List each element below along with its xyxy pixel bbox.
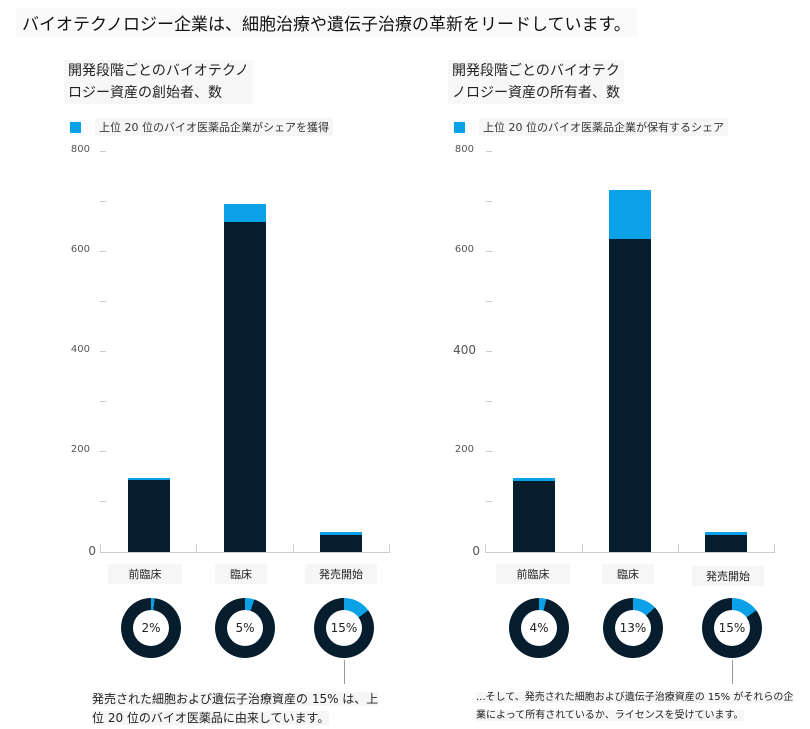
- category-label: 発売開始: [305, 564, 377, 584]
- legend-swatch-icon: [70, 121, 81, 133]
- y-tick-mark: [486, 451, 492, 452]
- y-tick-mark: [486, 251, 492, 252]
- donut-preclinical: 2%: [121, 598, 181, 658]
- donut-clinical: 5%: [215, 598, 275, 658]
- bar-clinical: [609, 190, 651, 552]
- page-title: バイオテクノロジー企業は、細胞治療や遺伝子治療の革新をリードしています。: [16, 8, 637, 37]
- y-tick-mark: [100, 351, 106, 352]
- y-tick-800: 800: [454, 144, 474, 155]
- x-axis-tick: [389, 544, 390, 552]
- y-tick-mark: [486, 201, 492, 202]
- right-legend: 上位 20 位のバイオ医薬品企業が保有するシェア: [454, 118, 728, 136]
- category-label: 臨床: [602, 564, 654, 584]
- donut-clinical: 13%: [603, 598, 663, 658]
- y-tick-mark: [100, 251, 106, 252]
- category-label: 前臨床: [496, 564, 570, 584]
- left-chart-title: 開発段階ごとのバイオテクノ ロジー資産の創始者、数: [64, 60, 254, 104]
- donut-preclinical: 4%: [509, 598, 569, 658]
- right-annotation: ...そして、発売された細胞および遺伝子治療資産の 15% がそれらの企 業によ…: [476, 692, 794, 721]
- x-axis-tick: [485, 544, 486, 552]
- x-axis: [485, 552, 775, 553]
- bar-clinical: [224, 204, 266, 552]
- y-tick-mark: [486, 401, 492, 402]
- y-tick-mark: [486, 151, 492, 152]
- y-tick-mark: [100, 401, 106, 402]
- y-tick-mark: [100, 501, 106, 502]
- bar-share-segment: [513, 478, 555, 481]
- bar-launched: [705, 532, 747, 552]
- bar-preclinical: [513, 478, 555, 552]
- bar-share-segment: [224, 204, 266, 222]
- y-tick-mark: [100, 201, 106, 202]
- x-axis-tick: [100, 544, 101, 552]
- y-tick-mark: [100, 151, 106, 152]
- y-tick-200: 200: [70, 444, 90, 455]
- category-label: 臨床: [215, 564, 267, 584]
- bar-share-segment: [320, 532, 362, 535]
- category-label: 発売開始: [692, 566, 764, 586]
- left-legend: 上位 20 位のバイオ医薬品企業がシェアを獲得: [70, 118, 333, 136]
- y-tick-0: 0: [88, 544, 96, 558]
- donut-launched: 15%: [702, 598, 762, 658]
- x-axis: [100, 552, 390, 553]
- bar-share-segment: [609, 190, 651, 239]
- x-axis-tick: [582, 544, 583, 552]
- y-tick-mark: [486, 351, 492, 352]
- y-tick-200: 200: [454, 444, 474, 455]
- y-tick-mark: [486, 501, 492, 502]
- leader-line: [344, 660, 345, 684]
- category-label: 前臨床: [108, 564, 182, 584]
- bar-share-segment: [705, 532, 747, 535]
- bar-launched: [320, 532, 362, 552]
- y-tick-mark: [100, 301, 106, 302]
- y-tick-600: 600: [70, 244, 90, 255]
- x-axis-tick: [774, 544, 775, 552]
- right-chart-title: 開発段階ごとのバイオテク ノロジー資産の所有者、数: [448, 60, 624, 104]
- legend-swatch-icon: [454, 121, 465, 133]
- y-tick-800: 800: [70, 144, 90, 155]
- y-tick-mark: [100, 451, 106, 452]
- y-tick-0: 0: [472, 544, 480, 558]
- y-tick-mark: [486, 301, 492, 302]
- x-axis-tick: [293, 544, 294, 552]
- y-tick-400: 400: [70, 344, 90, 355]
- leader-line: [732, 660, 733, 684]
- bar-preclinical: [128, 478, 170, 552]
- left-annotation: 発売された細胞および遺伝子治療資産の 15% は、上 位 20 位のバイオ医薬品…: [92, 692, 379, 725]
- donut-launched: 15%: [314, 598, 374, 658]
- bar-share-segment: [128, 478, 170, 480]
- x-axis-tick: [678, 544, 679, 552]
- x-axis-tick: [196, 544, 197, 552]
- y-tick-400: 400: [453, 343, 476, 357]
- y-tick-600: 600: [454, 244, 474, 255]
